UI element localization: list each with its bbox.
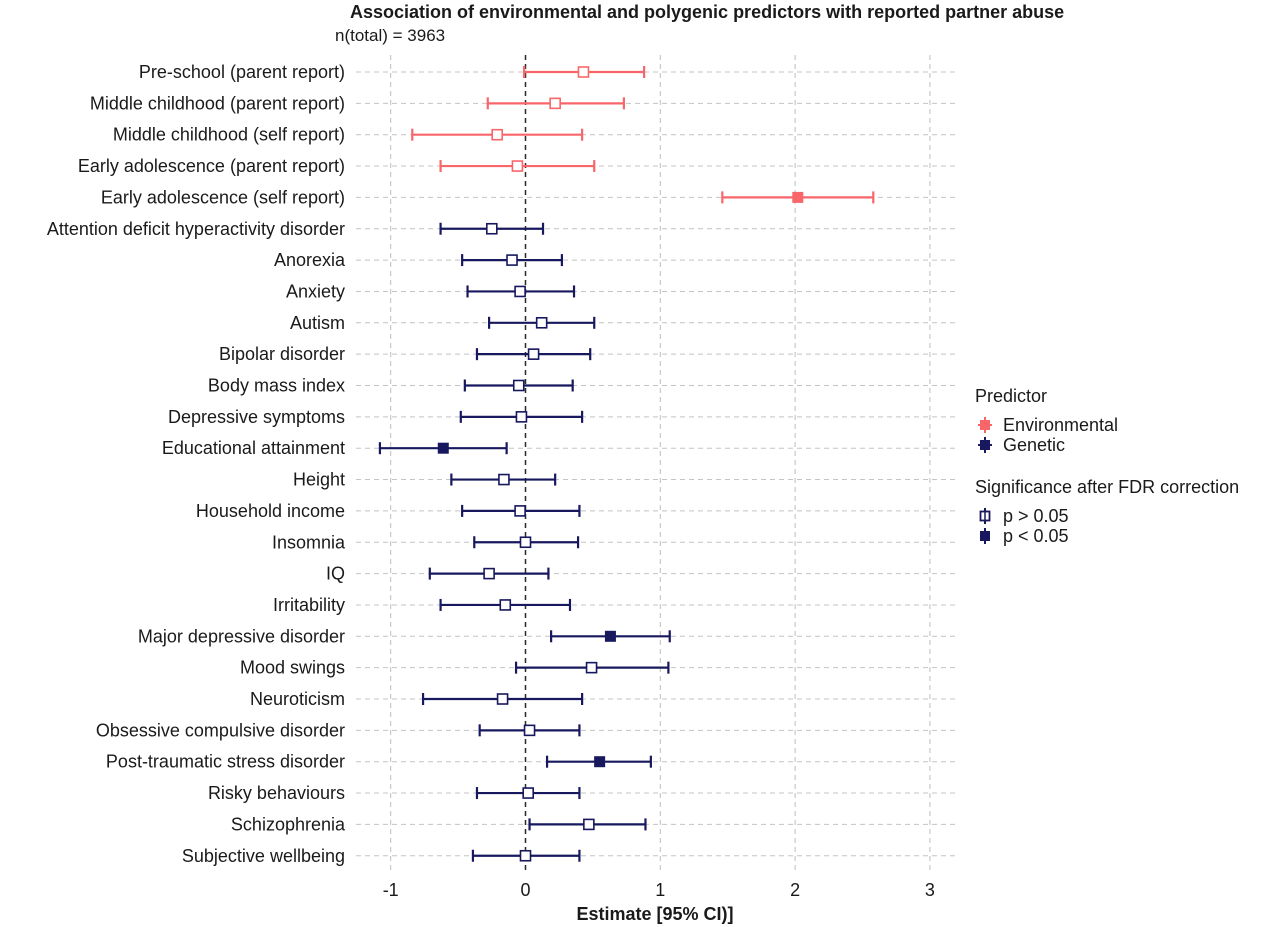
estimate-point: [483, 567, 495, 580]
row-label: Early adolescence (parent report): [78, 156, 345, 176]
legend-label-environmental: Environmental: [1003, 414, 1119, 435]
legend-item-not-significant: p > 0.05: [975, 506, 1239, 526]
legend-significance-title: Significance after FDR correction: [975, 477, 1240, 497]
estimate-point: [496, 693, 509, 705]
row-label: Autism: [290, 313, 345, 333]
row-label: Subjective wellbeing: [182, 846, 345, 866]
estimate-point: [498, 473, 510, 486]
row-label: Middle childhood (self report): [113, 125, 345, 145]
estimate-point: [519, 849, 532, 862]
estimate-point: [585, 661, 598, 674]
open-square-key-icon: [979, 508, 991, 524]
legend-label-not-significant: p > 0.05: [1003, 505, 1069, 526]
legend-item-environmental: Environmental: [975, 415, 1239, 435]
estimate-point: [549, 97, 561, 110]
x-tick-label: -1: [383, 880, 399, 900]
legend-label-significant: p < 0.05: [1003, 525, 1069, 546]
x-tick-label: 0: [520, 880, 530, 900]
row-label: Risky behaviours: [208, 783, 345, 803]
row-label: Neuroticism: [250, 689, 345, 709]
estimate-point: [506, 254, 518, 266]
row-label: Household income: [196, 501, 345, 521]
estimate-point-significant: [594, 756, 606, 768]
estimate-point: [577, 66, 590, 78]
legend: Predictor Environmental Genetic Signific…: [975, 386, 1239, 546]
chart-title: Association of environmental and polygen…: [350, 2, 1065, 22]
row-label: Early adolescence (self report): [101, 187, 345, 207]
x-tick-label: 3: [925, 880, 935, 900]
row-label: Mood swings: [240, 658, 345, 678]
row-label: Post-traumatic stress disorder: [106, 752, 345, 772]
row-label: IQ: [326, 564, 345, 584]
row-label: Body mass index: [208, 376, 345, 396]
estimate-point: [519, 536, 532, 549]
estimate-point: [583, 818, 595, 831]
legend-predictor-title: Predictor: [975, 386, 1048, 406]
estimate-point-significant: [437, 442, 449, 454]
row-label: Obsessive compulsive disorder: [96, 720, 345, 740]
row-label: Bipolar disorder: [219, 344, 345, 364]
x-tick-label: 1: [655, 880, 665, 900]
row-label: Educational attainment: [162, 438, 345, 458]
estimate-point: [511, 160, 524, 172]
row-label: Depressive symptoms: [168, 407, 345, 427]
filled-square-key-icon: [980, 528, 990, 544]
estimate-point: [522, 787, 534, 799]
row-label: Height: [293, 470, 345, 490]
legend-item-genetic: Genetic: [975, 435, 1239, 455]
row-label: Attention deficit hyperactivity disorder: [47, 219, 345, 239]
estimate-point: [514, 505, 526, 517]
estimate-point: [527, 348, 540, 360]
row-label: Anorexia: [274, 250, 346, 270]
x-axis-title: Estimate [95% CI)]: [576, 904, 733, 924]
row-label: Anxiety: [286, 281, 345, 301]
estimate-point: [499, 599, 512, 611]
estimate-point: [523, 724, 536, 737]
genetic-key-icon: [978, 437, 992, 453]
estimate-point: [491, 128, 503, 141]
legend-item-significant: p < 0.05: [975, 526, 1239, 546]
estimate-point: [514, 285, 526, 298]
row-label: Irritability: [273, 595, 345, 615]
estimate-point: [515, 411, 528, 423]
row-label: Pre-school (parent report): [139, 62, 345, 82]
estimate-point-significant: [792, 191, 804, 203]
row-label: Schizophrenia: [231, 814, 346, 834]
row-label: Insomnia: [272, 532, 346, 552]
legend-label-genetic: Genetic: [1003, 434, 1066, 455]
estimate-point: [512, 379, 525, 392]
row-label: Major depressive disorder: [138, 626, 345, 646]
estimate-point: [485, 222, 498, 235]
row-label: Middle childhood (parent report): [90, 93, 345, 113]
environmental-key-icon: [978, 417, 992, 433]
estimate-point-significant: [604, 630, 616, 642]
x-tick-label: 2: [790, 880, 800, 900]
chart-subtitle: n(total) = 3963: [335, 26, 446, 45]
estimate-point: [535, 316, 548, 329]
